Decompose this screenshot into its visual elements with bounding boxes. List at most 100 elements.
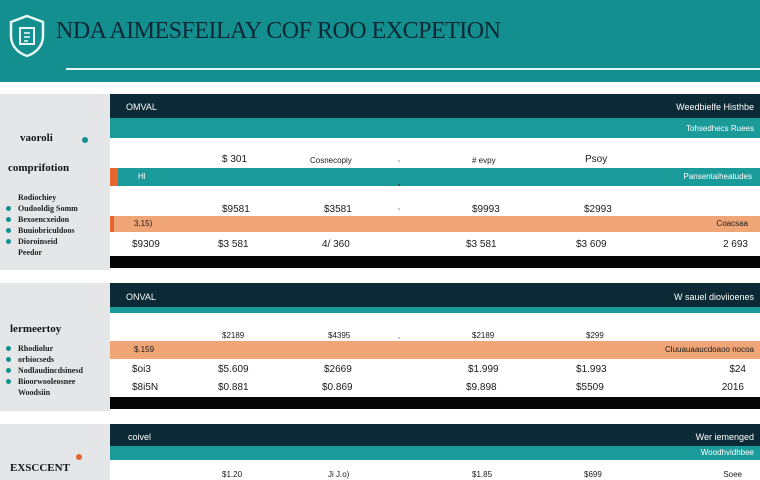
report-section-1: vaoroli comprifotion Rodiochiey Oudooldi… [0,94,760,270]
column-header[interactable]: $4395 [328,331,351,340]
status-dot [76,454,82,460]
list-text: Bexoencxeidon [18,215,70,224]
list-item[interactable]: Rodiochiey [6,192,78,203]
table-title-bar: ONVAL W sauel dioviioenes [110,283,760,307]
list-item[interactable]: Nodlaudincdsinesd [6,365,83,376]
app-header: NDA AIMESFEILAY COF ROO EXCPETION [0,0,760,82]
table-title-right: Wer iemenged [695,432,754,442]
list-item[interactable]: Oudooldig Somm [6,203,78,214]
table-highlight-row[interactable]: 3,15) Coacsaa [110,216,760,232]
list-text: Rodiochiey [18,193,57,202]
table-row[interactable]: $8i5N $0.881 $0.869 $9.898 $5509 2016 [110,379,760,397]
table-cell: $0.881 [218,382,249,393]
sidebar-subheading: comprifotion [8,162,70,174]
header-divider [66,68,760,70]
column-header[interactable]: $1.85 [472,470,493,479]
table-subheader-bar: Woodhvidhbee [110,446,760,460]
column-header[interactable]: Ji J.o) [328,470,350,479]
list-item[interactable]: orbiocseds [6,354,83,365]
shield-icon[interactable] [8,14,46,58]
table-highlight-row[interactable]: $.159 Cluuauaaucdoaoo nocoa [110,341,760,359]
list-item[interactable]: Buuiobriculdoos [6,225,78,236]
table-cell: 2016 [721,382,744,393]
column-header[interactable]: $699 [584,470,602,479]
table-title: OMVAL [126,102,157,112]
list-item[interactable]: Bexoencxeidon [6,214,78,225]
bullet-dot [6,379,11,384]
table-cell: $2993 [584,204,612,215]
table-row[interactable]: $9309 $3 581 4/ 360 $3 581 $3 609 2 693 [110,232,760,256]
table-cell: $2669 [324,364,352,375]
column-header[interactable]: $ 301 [222,154,248,165]
bullet-dot [6,368,11,373]
column-header[interactable]: Psoy [585,154,608,165]
table-header-row: $2189 $4395 $2189 $299 [110,313,760,341]
section-sidebar: lermeertoy Rhodiolur orbiocseds Nodlaudi… [0,283,110,411]
sidebar-heading: lermeertoy [10,323,62,335]
table-header-row: $1.20 Ji J.o) $1.85 $699 Soee [110,460,760,480]
list-text: Peedor [18,248,42,257]
list-text: Oudooldig Somm [18,204,78,213]
table-cell: $3581 [324,204,352,215]
sidebar-heading: EXSCCENT [10,462,70,474]
table-footer-bar [110,397,760,409]
table-cell: $1.993 [576,364,607,375]
subheader-label: Tohsedhecs Ruees [685,124,754,133]
table-title-bar: coivel Wer iemenged [110,424,760,446]
column-header[interactable]: $299 [586,331,604,340]
list-text: Rhodiolur [18,344,54,353]
page-title: NDA AIMESFEILAY COF ROO EXCPETION [56,18,501,44]
table-cell: $0.869 [322,382,353,393]
column-header[interactable]: # evpy [472,156,496,165]
table-cell: $3 581 [218,239,249,250]
table-footer-bar [110,256,760,268]
column-header[interactable]: $1.20 [222,470,243,479]
subheader-label: Woodhvidhbee [700,448,754,457]
sidebar-list: Rodiochiey Oudooldig Somm Bexoencxeidon … [6,192,78,258]
table-title: ONVAL [126,292,156,302]
bullet-dot [6,239,11,244]
table-cell: $3 609 [576,239,607,250]
table-subheader-bar: Tohsedhecs Ruees [110,118,760,138]
list-item[interactable]: Rhodiolur [6,343,83,354]
table-row[interactable]: $oi3 $5.609 $2669 $1.999 $1.993 $24 [110,359,760,379]
table-cell: $5509 [576,382,604,393]
table-title-bar: OMVAL Weedbielfe Histhbe [110,94,760,118]
table-cell: 4/ 360 [322,239,350,250]
table-row[interactable]: $9581 $3581 $9993 $2993 [110,186,760,216]
list-text: Dioroinseid [18,237,58,246]
table-title-right: Weedbielfe Histhbe [676,102,754,112]
group-label-right: Pansentaiheatudes [683,172,753,181]
status-dot [82,137,88,143]
list-item[interactable]: Woodsiin [6,387,83,398]
table-cell: $oi3 [132,364,151,375]
divider-dot [398,184,400,186]
group-label: Hl [138,172,146,181]
bullet-dot [6,206,11,211]
sidebar-heading: vaoroli [20,132,53,144]
column-header[interactable]: Soee [723,470,742,479]
list-text: Buuiobriculdoos [18,226,75,235]
column-header[interactable]: Cosnecopiy [310,156,352,165]
list-text: Woodsiin [18,388,51,397]
table-cell: $3 581 [466,239,497,250]
list-item[interactable]: Bioorwooleosnee [6,376,83,387]
table-cell: $1.999 [468,364,499,375]
column-header[interactable]: $2189 [472,331,495,340]
bullet-dot [6,346,11,351]
bullet-dot [6,357,11,362]
highlight-label-right: Cluuauaaucdoaoo nocoa [665,345,754,354]
sidebar-list: Rhodiolur orbiocseds Nodlaudincdsinesd B… [6,343,83,398]
table-header-row: $ 301 Cosnecopiy # evpy Psoy [110,138,760,168]
highlight-label: $.159 [134,345,155,354]
list-item[interactable]: Dioroinseid [6,236,78,247]
table-title: coivel [128,432,152,442]
column-header[interactable]: $2189 [222,331,245,340]
section-sidebar: vaoroli comprifotion Rodiochiey Oudooldi… [0,94,110,270]
list-text: Bioorwooleosnee [18,377,76,386]
list-item[interactable]: Peedor [6,247,78,258]
highlight-label: 3,15) [134,219,153,228]
table-cell: $9.898 [466,382,497,393]
table-subheader-bar [110,307,760,313]
